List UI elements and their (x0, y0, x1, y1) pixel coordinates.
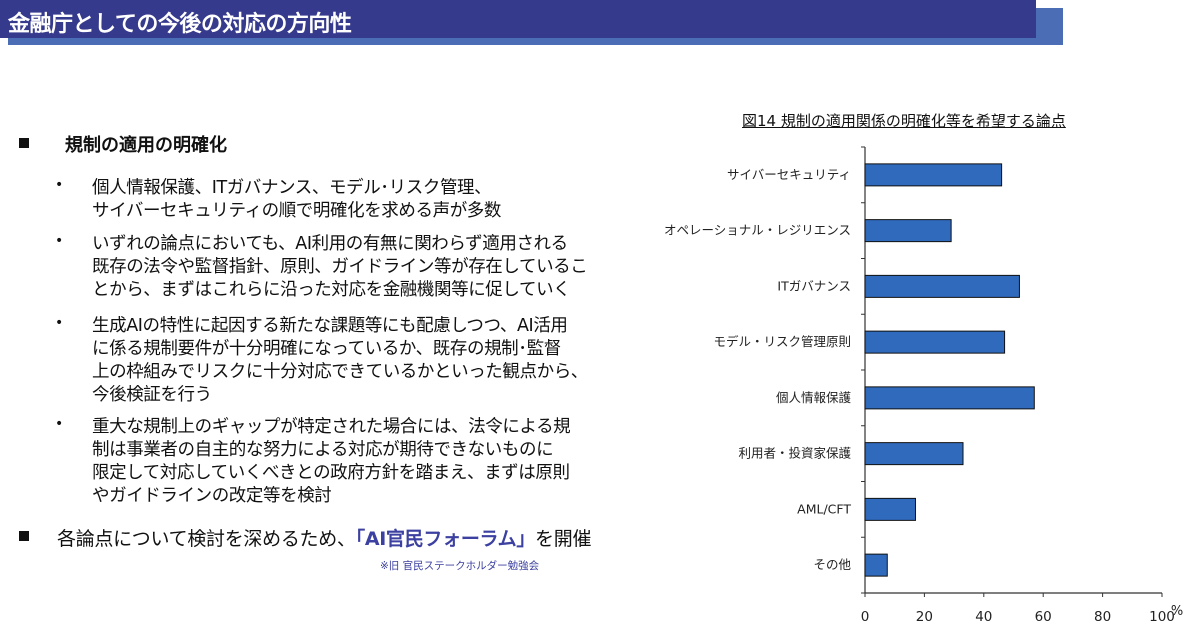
forum-text: 各論点について検討を深めるため、 (57, 528, 356, 550)
header-bar: 金融庁としての今後の対応の方向性 (0, 0, 1036, 38)
bullet-text-line: 個人情報保護、ITガバナンス、モデル･リスク管理、 (92, 178, 492, 198)
bar (864, 274, 1020, 298)
category-label: 個人情報保護 (776, 390, 852, 405)
bar (864, 386, 1035, 410)
bullet-text-line: 既存の法令や監督指針、原則、ガイドライン等が存在しているこ (92, 257, 588, 277)
page-title: 金融庁としての今後の対応の方向性 (8, 12, 352, 37)
x-tick-label: 60 (1035, 609, 1052, 625)
category-label: サイバーセキュリティ (727, 167, 851, 182)
bullet-text-line: 重大な規制上のギャップが特定された場合には、法令による規 (92, 417, 571, 437)
chart-title: 図14 規制の適用関係の明確化等を希望する論点 (742, 112, 1066, 130)
category-label: ITガバナンス (777, 278, 851, 293)
bar (864, 163, 1003, 187)
bar (864, 553, 888, 577)
category-label: オペレーショナル・レジリエンス (664, 223, 851, 238)
category-label: 利用者・投資家保護 (738, 446, 851, 461)
bullet-text-line: 限定して対応していくべきとの政府方針を踏まえ、まずは原則 (92, 463, 570, 483)
bar (864, 219, 952, 243)
category-label: その他 (813, 557, 851, 572)
bullet-text-line: 生成AIの特性に起因する新たな課題等にも配慮しつつ、AI活用 (92, 316, 568, 336)
square-bullet-icon (19, 531, 29, 541)
forum-text-end: を開催 (535, 528, 592, 550)
x-tick-label: 80 (1094, 609, 1111, 625)
bullet-text-line: 制は事業者の自主的な努力による対応が期待できないものに (92, 440, 554, 460)
bullet-dot-icon: • (55, 233, 64, 249)
forum-name: 「AI官民フォーラム」 (355, 528, 536, 550)
bullet-text-line: 今後検証を行う (92, 385, 212, 405)
x-tick-label: 20 (916, 609, 933, 625)
bullet-dot-icon: • (55, 416, 64, 432)
x-tick-label: 100 (1149, 609, 1175, 625)
bullet-dot-icon: • (55, 177, 64, 193)
forum-note: ※旧 官民ステークホルダー勉強会 (380, 560, 540, 572)
bullet-text-line: サイバーセキュリティの順で明確化を求める声が多数 (92, 201, 501, 221)
bullet-text-line: いずれの論点においても、AI利用の有無に関わらず適用される (92, 234, 568, 254)
square-bullet-icon (19, 138, 29, 148)
category-label: AML/CFT (797, 501, 851, 516)
forum-statement: 各論点について検討を深めるため、「AI官民フォーラム」を開催 (57, 524, 591, 551)
x-tick-label: 40 (975, 609, 992, 625)
x-unit-label: % (1171, 604, 1183, 619)
bullet-text-line: とから、まずはこれらに沿った対応を金融機関等に促していく (92, 280, 571, 300)
bullet-text-line: に係る規制要件が十分明確になっているか、既存の規制･監督 (92, 339, 561, 359)
bullet-text-line: やガイドラインの改定等を検討 (92, 486, 332, 506)
bullet-text-line: 上の枠組みでリスクに十分対応できているかといった観点から、 (92, 362, 588, 382)
section-heading: 規制の適用の明確化 (65, 135, 227, 156)
category-label: モデル・リスク管理原則 (713, 334, 851, 349)
bullet-dot-icon: • (55, 315, 64, 331)
bar (864, 442, 964, 466)
bar (864, 330, 1006, 354)
x-tick-label: 0 (861, 609, 870, 625)
bar (864, 497, 916, 521)
